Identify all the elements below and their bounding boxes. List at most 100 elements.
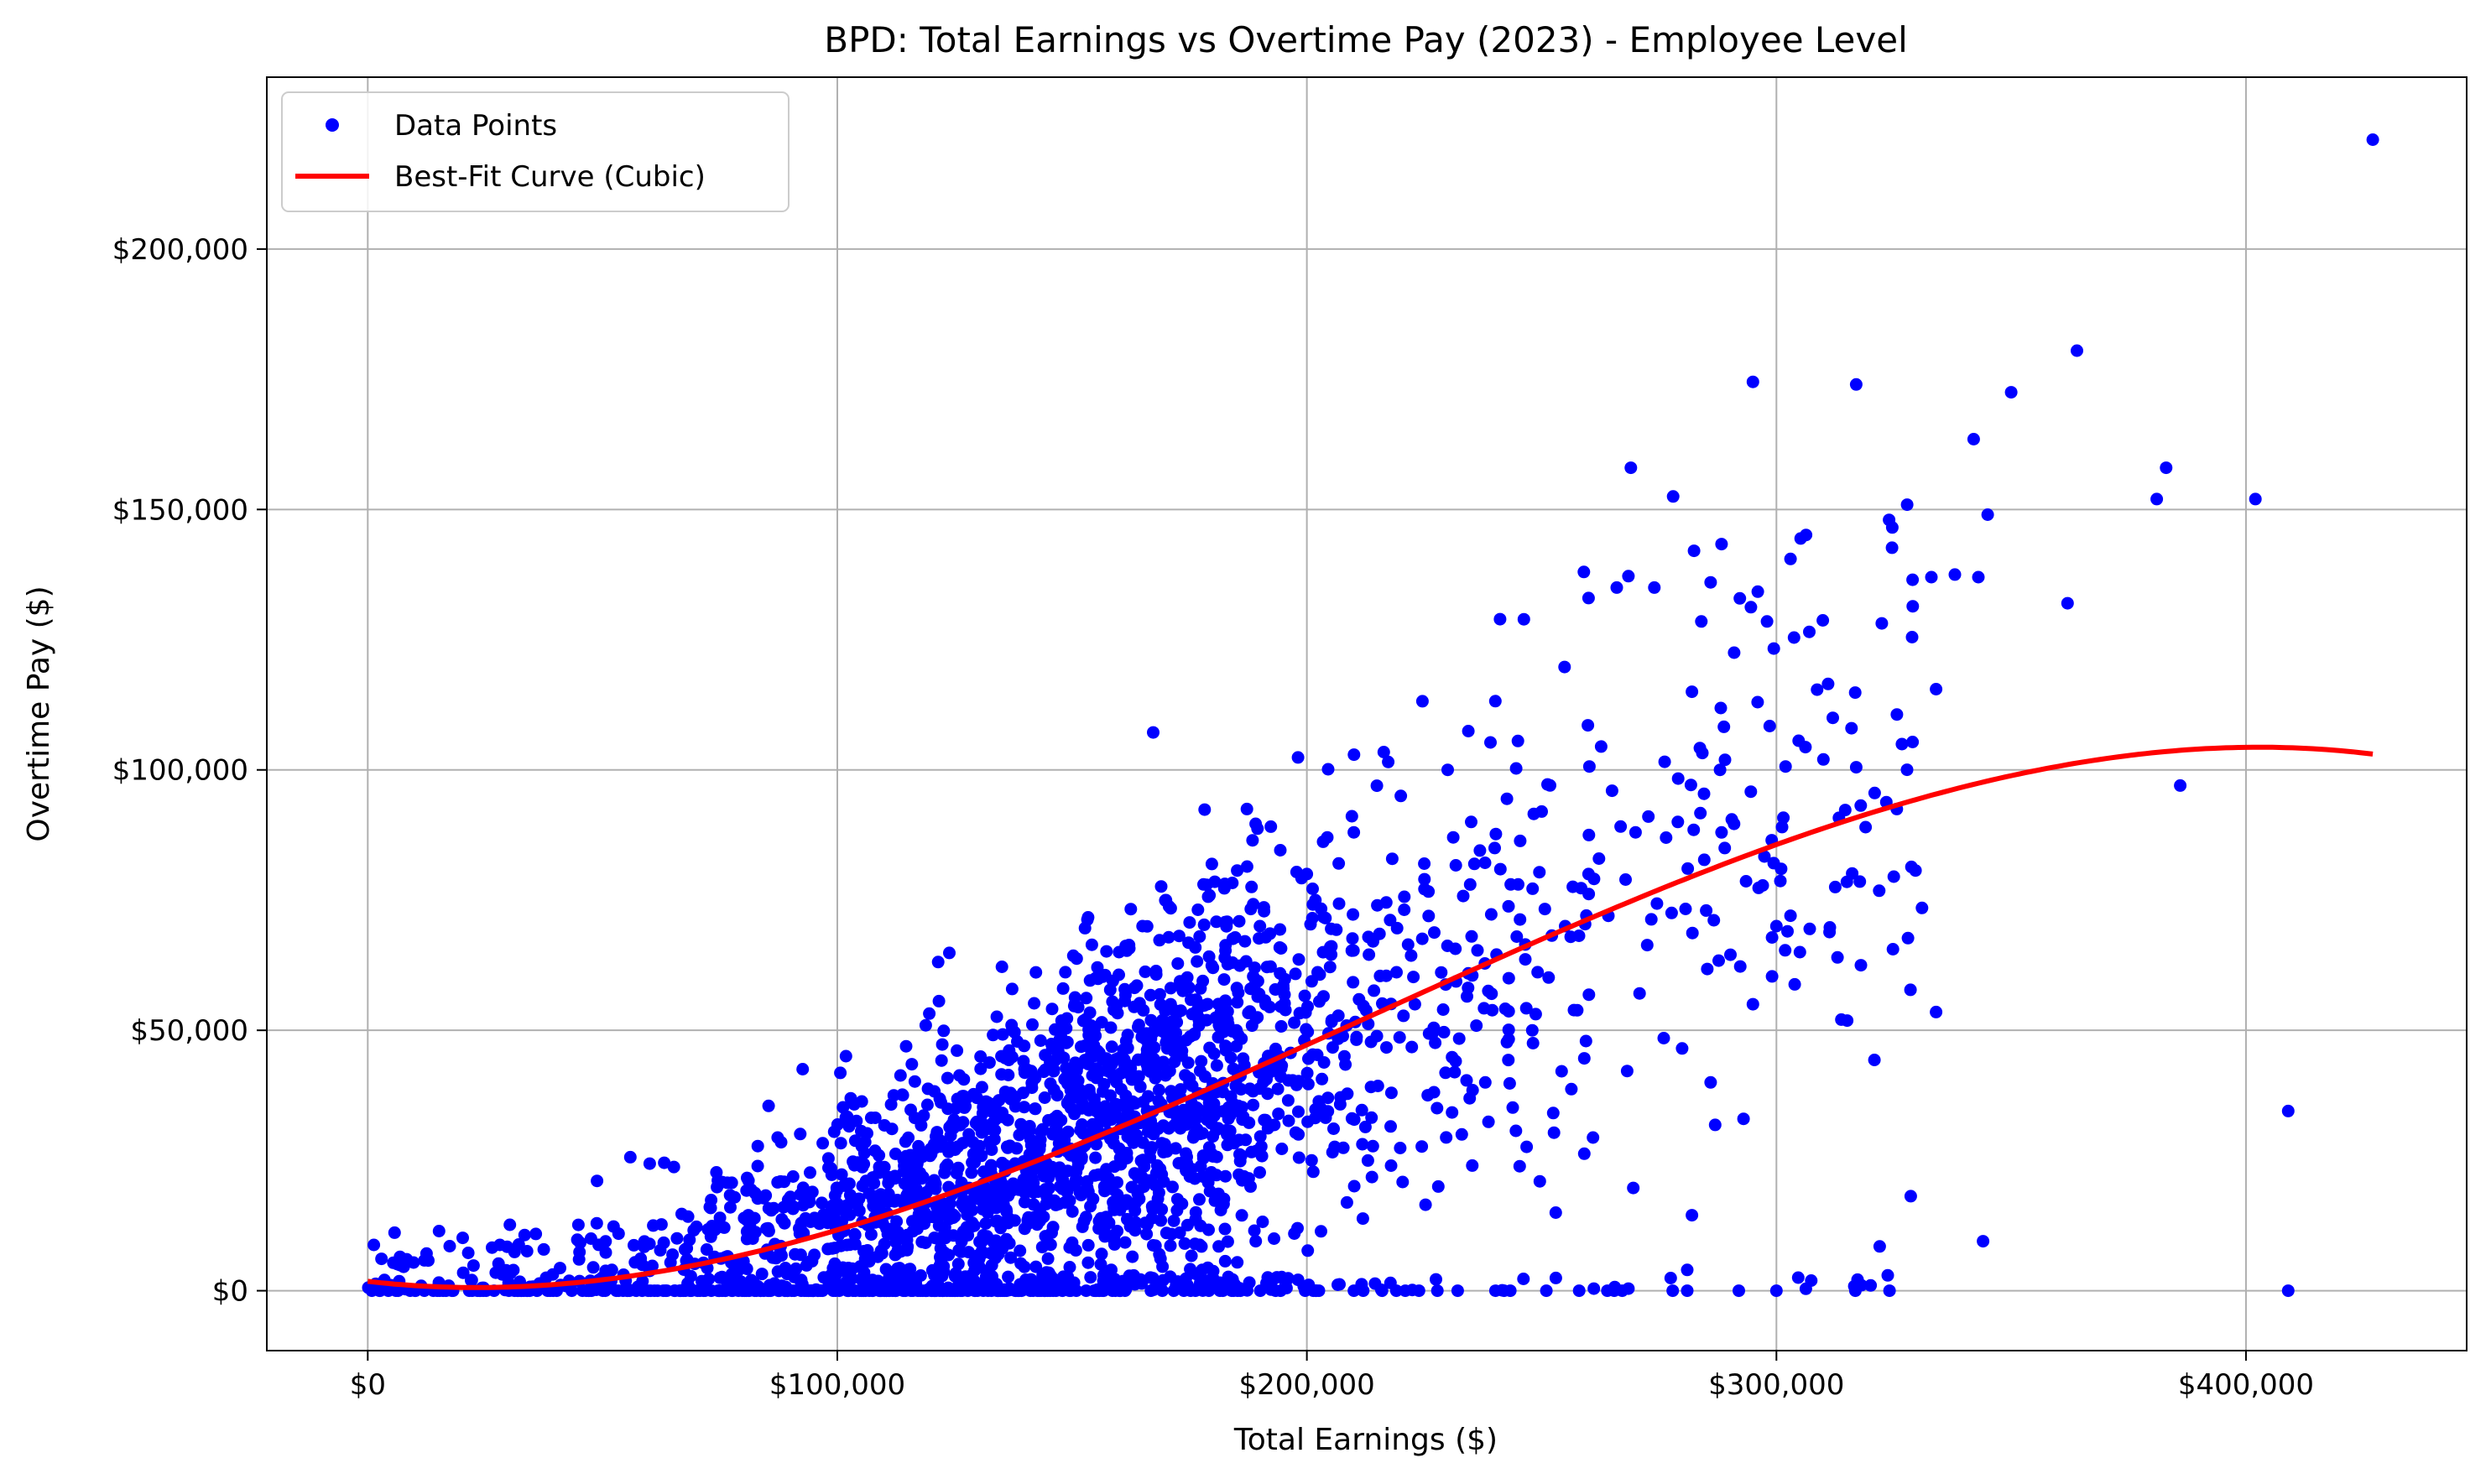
data-point xyxy=(1428,926,1441,940)
data-point xyxy=(1714,701,1728,715)
data-point xyxy=(842,1177,856,1190)
data-point xyxy=(1577,1147,1591,1160)
data-point xyxy=(1018,1260,1031,1273)
data-point xyxy=(1149,968,1163,982)
data-point xyxy=(1275,1143,1289,1155)
data-point xyxy=(1390,921,1404,935)
data-point xyxy=(658,1156,671,1169)
data-point xyxy=(1347,976,1360,989)
data-point xyxy=(724,1200,737,1214)
data-point xyxy=(1095,1247,1108,1261)
data-point xyxy=(1154,997,1167,1011)
data-point xyxy=(855,1284,868,1298)
plot-area xyxy=(266,76,2468,1351)
data-point xyxy=(1572,1284,1586,1298)
data-point xyxy=(1154,1279,1167,1293)
data-point xyxy=(1502,971,1515,985)
data-point xyxy=(899,1278,912,1292)
data-point xyxy=(1168,1118,1181,1132)
data-point xyxy=(774,1247,787,1259)
data-point xyxy=(1123,1220,1137,1233)
data-point xyxy=(1493,862,1507,876)
data-point xyxy=(1217,1105,1230,1118)
data-point xyxy=(443,1240,456,1252)
data-point xyxy=(1188,1172,1201,1185)
data-point xyxy=(1337,1049,1351,1063)
data-point xyxy=(1321,763,1335,776)
data-point xyxy=(1393,1031,1406,1044)
data-point xyxy=(1044,1077,1057,1091)
data-point xyxy=(1321,831,1334,844)
data-point xyxy=(1605,784,1618,798)
data-point xyxy=(1345,1112,1358,1125)
data-point xyxy=(1384,1159,1398,1172)
data-point xyxy=(1221,1013,1234,1027)
data-point xyxy=(1675,1042,1689,1055)
data-point xyxy=(889,1247,903,1261)
data-point xyxy=(821,1242,835,1256)
data-point xyxy=(1326,1041,1339,1054)
data-point xyxy=(1063,1261,1076,1273)
data-point xyxy=(1282,1114,1295,1127)
data-point xyxy=(1767,642,1780,655)
data-point xyxy=(1540,1284,1553,1298)
data-point xyxy=(1306,883,1319,895)
data-point xyxy=(855,1095,868,1108)
data-point xyxy=(1018,1222,1031,1236)
data-point xyxy=(1905,631,1919,643)
data-point xyxy=(834,1137,847,1150)
data-point xyxy=(1147,1127,1160,1141)
data-point xyxy=(935,1038,949,1051)
data-point xyxy=(1827,711,1839,725)
data-point xyxy=(684,1284,696,1298)
data-point xyxy=(1045,1002,1059,1016)
data-point xyxy=(1078,1039,1092,1052)
data-point xyxy=(1166,1180,1179,1194)
data-point xyxy=(1025,1076,1039,1090)
y-axis-label: Overtime Pay ($) xyxy=(22,586,56,841)
data-point xyxy=(1816,752,1830,766)
data-point xyxy=(1055,1171,1068,1185)
data-point xyxy=(1881,1268,1894,1282)
data-point xyxy=(1811,683,1824,696)
data-point xyxy=(1707,914,1721,927)
data-point xyxy=(1840,875,1853,888)
data-point xyxy=(705,1284,718,1298)
data-point xyxy=(836,1101,850,1114)
data-point xyxy=(926,1211,940,1224)
data-point xyxy=(1486,1003,1499,1017)
data-point xyxy=(1337,1141,1350,1154)
data-point xyxy=(968,1187,982,1200)
data-point xyxy=(1195,1240,1208,1253)
x-axis-label: Total Earnings ($) xyxy=(1233,1423,1498,1457)
data-point xyxy=(830,1181,843,1195)
data-point xyxy=(1140,1034,1154,1048)
data-point xyxy=(1851,1273,1864,1286)
data-point xyxy=(1053,1161,1066,1174)
data-point xyxy=(628,1238,640,1252)
data-point xyxy=(1292,1151,1305,1164)
data-point xyxy=(1208,1194,1222,1207)
data-point xyxy=(1694,806,1707,820)
data-point xyxy=(868,1195,881,1209)
data-point xyxy=(953,1069,967,1082)
data-point xyxy=(1184,1263,1197,1276)
data-point xyxy=(839,1049,852,1063)
data-point xyxy=(1511,734,1524,747)
data-point xyxy=(748,1211,761,1225)
data-point xyxy=(1132,1170,1144,1184)
data-point xyxy=(1799,741,1812,754)
data-point xyxy=(1408,997,1421,1011)
data-point xyxy=(1681,1263,1694,1277)
data-point xyxy=(1332,897,1346,910)
data-point xyxy=(1039,1049,1052,1062)
data-point xyxy=(1245,880,1259,893)
data-point xyxy=(554,1262,566,1275)
data-point xyxy=(1415,1140,1429,1153)
data-point xyxy=(1022,1211,1035,1224)
data-point xyxy=(1230,982,1243,995)
data-point xyxy=(1886,943,1900,955)
data-point xyxy=(1509,762,1523,775)
data-point xyxy=(1582,719,1595,732)
